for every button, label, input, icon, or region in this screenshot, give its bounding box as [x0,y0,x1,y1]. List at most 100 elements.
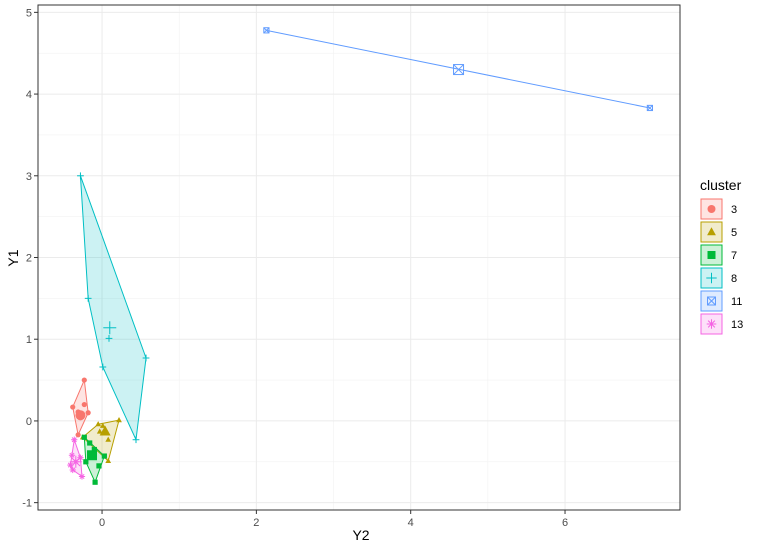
legend-symbol [707,205,716,213]
stroke [67,462,73,468]
stroke [646,105,653,111]
tri [105,436,112,442]
centroid [103,321,117,335]
centroid [453,64,465,76]
sq [96,463,102,469]
dot [81,377,87,383]
sq [101,453,107,459]
point [81,377,87,383]
sq [707,296,716,306]
legend-label: 13 [731,319,743,331]
tri [116,416,122,423]
tri [707,227,716,236]
point [105,436,112,442]
point [77,454,84,461]
point [263,27,270,34]
point [91,446,97,453]
sq [81,434,87,440]
y-axis-label: Y1 [5,249,21,266]
panel-border [37,4,681,511]
point [71,436,78,443]
centroid [99,425,111,436]
tri [99,422,106,428]
point [67,461,74,469]
point [96,428,103,434]
legend-symbol [706,319,717,329]
legend-label: 8 [731,273,737,285]
x-tick-label: 6 [562,517,568,529]
stroke [707,296,716,306]
x-axis-label: Y2 [352,527,369,543]
point [70,404,76,410]
y-tick-label: 2 [26,253,32,265]
sq [83,459,89,465]
point [105,335,113,342]
sq [92,479,98,485]
legend-label: 3 [731,204,737,216]
point [83,459,89,465]
point [78,473,86,480]
point [87,440,93,446]
point [84,294,92,302]
point [77,172,84,180]
dot [75,432,81,438]
point [92,479,98,485]
point [81,434,87,440]
point [96,463,102,469]
stroke [69,452,75,458]
legend-label: 5 [731,227,737,239]
point [132,436,140,444]
sq [263,27,270,34]
stroke [70,467,76,473]
point [116,416,122,423]
dot [75,410,86,421]
legend-label: 7 [731,250,737,262]
centroid [69,455,82,468]
sq [707,251,716,259]
y-tick-label: 5 [26,7,32,19]
stroke [71,457,81,467]
x-tick-label: 2 [253,517,259,529]
tri [99,425,111,436]
legend-title: cluster [700,177,742,193]
point [646,104,654,112]
legend-symbol [707,251,716,259]
sq [87,450,98,461]
dot [707,205,716,213]
point [101,453,107,459]
y-tick-label: 3 [26,171,32,183]
tri [105,457,112,464]
legend-symbol [707,296,716,306]
sq [87,440,93,446]
x-tick-label: 4 [408,517,414,529]
point [142,354,150,362]
sq [453,64,465,76]
legend-symbol [706,272,717,284]
point [105,457,112,464]
centroid [87,450,98,461]
dot [70,404,76,410]
point [85,410,91,416]
stroke [453,64,464,75]
dot [85,410,91,416]
stroke [263,27,270,34]
legend-symbol [707,227,716,236]
stroke [707,320,716,328]
point [99,422,106,428]
stroke [71,437,77,443]
point [81,401,87,408]
x-tick-label: 0 [99,517,105,529]
y-tick-label: 4 [26,89,32,101]
y-tick-label: -1 [22,498,32,510]
point [99,363,107,371]
tri [96,428,103,434]
sq [91,446,97,453]
point [75,432,81,438]
centroid [75,410,86,421]
point [69,466,76,474]
tri [95,421,102,427]
sq [646,104,654,112]
point [95,421,102,427]
dot [81,401,87,408]
